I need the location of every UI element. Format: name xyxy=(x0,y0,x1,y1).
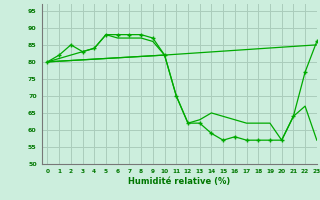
X-axis label: Humidité relative (%): Humidité relative (%) xyxy=(128,177,230,186)
